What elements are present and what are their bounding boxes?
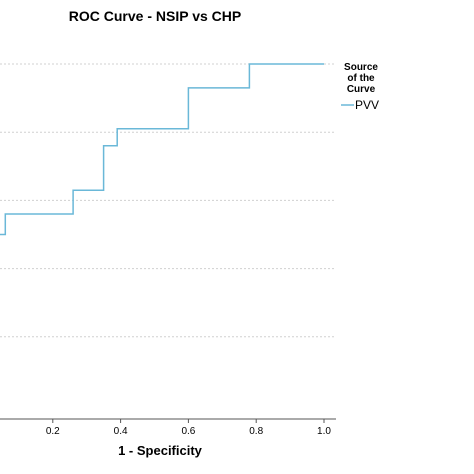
legend-entry-pvv: PVV bbox=[355, 98, 379, 112]
x-axis-ticks: 0.2 0.4 0.6 0.8 1.0 bbox=[46, 419, 331, 437]
x-tick-label-3: 0.8 bbox=[249, 426, 263, 437]
legend-title-line-2: Curve bbox=[347, 84, 376, 95]
series-group bbox=[0, 63, 324, 236]
x-tick-label-2: 0.6 bbox=[181, 426, 195, 437]
legend-title-line-0: Source bbox=[344, 62, 378, 73]
x-tick-label-1: 0.4 bbox=[114, 426, 128, 437]
legend-title-line-1: of the bbox=[347, 73, 375, 84]
grid-lines bbox=[0, 63, 336, 338]
series-line-pvv bbox=[0, 63, 324, 236]
x-tick-label-0: 0.2 bbox=[46, 426, 60, 437]
x-axis-label: 1 - Specificity bbox=[118, 443, 203, 458]
x-tick-label-4: 1.0 bbox=[317, 426, 331, 437]
chart-title: ROC Curve - NSIP vs CHP bbox=[69, 8, 241, 24]
